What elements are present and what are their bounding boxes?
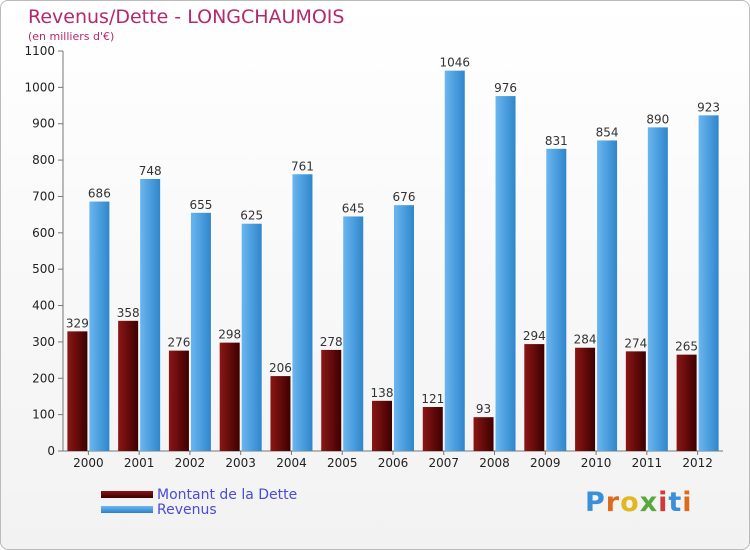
bar-revenus	[444, 70, 465, 452]
data-label-dette: 265	[675, 340, 698, 354]
y-tick-label: 800	[32, 153, 55, 167]
x-tick-label: 2010	[581, 456, 612, 470]
x-tick-label: 2011	[632, 456, 663, 470]
legend-item-revenus: Revenus	[101, 501, 297, 518]
y-tick-label: 1000	[24, 80, 55, 94]
data-label-revenus: 625	[240, 209, 263, 223]
legend-swatch-dette	[101, 491, 153, 498]
data-label-dette: 121	[421, 392, 444, 406]
legend-label-dette: Montant de la Dette	[157, 486, 298, 503]
data-label-dette: 278	[320, 335, 343, 349]
x-tick-label: 2002	[175, 456, 206, 470]
logo-letter: o	[620, 487, 640, 518]
x-tick-label: 2001	[124, 456, 155, 470]
data-label-revenus: 923	[697, 100, 720, 114]
bar-dette	[168, 350, 189, 451]
bar-dette	[219, 342, 240, 451]
logo-letter: r	[605, 487, 621, 518]
y-tick-label: 1100	[24, 44, 55, 58]
legend-item-dette: Montant de la Dette	[101, 486, 298, 503]
bar-dette	[372, 400, 392, 451]
y-tick-label: 100	[32, 408, 55, 422]
chart-subtitle: (en milliers d'€)	[28, 30, 115, 43]
data-label-revenus: 976	[494, 81, 517, 95]
data-label-dette: 93	[476, 402, 491, 416]
x-tick-label: 2009	[530, 456, 561, 470]
data-label-dette: 274	[624, 336, 647, 350]
x-tick-label: 2007	[428, 456, 459, 470]
legend-swatch-revenus	[101, 506, 153, 513]
x-tick-label: 2000	[73, 456, 104, 470]
bar-dette	[270, 376, 291, 451]
bar-revenus	[292, 174, 313, 452]
data-label-revenus: 686	[88, 187, 111, 201]
data-label-revenus: 655	[189, 198, 212, 212]
data-label-revenus: 831	[545, 134, 568, 148]
data-label-dette: 294	[523, 329, 546, 343]
data-label-revenus: 890	[646, 112, 669, 126]
bar-revenus	[597, 140, 618, 452]
bar-revenus	[394, 205, 414, 451]
bar-dette	[524, 344, 545, 451]
x-tick-label: 2004	[276, 456, 307, 470]
data-label-revenus: 645	[342, 201, 365, 215]
data-label-dette: 284	[574, 333, 597, 347]
y-tick-label: 700	[32, 189, 55, 203]
logo-letter: i	[682, 487, 693, 518]
data-label-revenus: 676	[393, 190, 416, 204]
logo-letter: x	[639, 487, 659, 518]
x-tick-label: 2003	[225, 456, 256, 470]
bar-revenus	[343, 216, 364, 451]
bar-revenus	[698, 115, 719, 451]
legend-label-revenus: Revenus	[157, 501, 217, 518]
logo-letter: i	[658, 487, 669, 518]
bar-revenus	[140, 179, 161, 451]
bar-dette	[473, 417, 494, 451]
data-label-dette: 276	[167, 336, 190, 350]
data-label-revenus: 1046	[439, 56, 470, 70]
bar-revenus	[647, 127, 668, 451]
data-label-dette: 329	[66, 316, 89, 330]
bar-dette	[625, 351, 646, 451]
bar-dette	[422, 407, 443, 451]
logo-letter: t	[668, 487, 683, 518]
y-tick-label: 600	[32, 226, 55, 240]
data-label-revenus: 748	[139, 164, 162, 178]
y-tick-label: 500	[32, 262, 55, 276]
x-tick-label: 2008	[479, 456, 510, 470]
y-tick-label: 0	[47, 444, 55, 458]
bar-dette	[118, 320, 139, 451]
bar-dette	[67, 331, 88, 451]
y-tick-label: 200	[32, 371, 55, 385]
data-label-dette: 206	[269, 361, 292, 375]
data-label-dette: 138	[371, 386, 394, 400]
data-label-dette: 298	[218, 328, 241, 342]
bar-revenus	[89, 201, 110, 451]
bar-revenus	[241, 223, 262, 451]
data-label-revenus: 854	[596, 125, 619, 139]
bar-dette	[321, 349, 342, 451]
proxiti-logo: Proxiti	[585, 487, 693, 518]
x-tick-label: 2005	[327, 456, 358, 470]
x-tick-label: 2006	[378, 456, 409, 470]
bar-revenus	[546, 148, 567, 451]
y-tick-label: 300	[32, 335, 55, 349]
bar-revenus	[495, 96, 516, 451]
x-tick-label: 2012	[682, 456, 713, 470]
y-tick-label: 400	[32, 299, 55, 313]
logo-letter: P	[585, 487, 606, 518]
data-label-dette: 358	[117, 306, 140, 320]
bar-revenus	[190, 212, 211, 451]
chart-title: Revenus/Dette - LONGCHAUMOIS	[28, 6, 345, 28]
bar-dette	[575, 347, 596, 451]
data-label-revenus: 761	[291, 159, 314, 173]
y-tick-label: 900	[32, 117, 55, 131]
legend: Montant de la Dette Revenus	[101, 486, 298, 518]
bar-dette	[676, 354, 697, 451]
